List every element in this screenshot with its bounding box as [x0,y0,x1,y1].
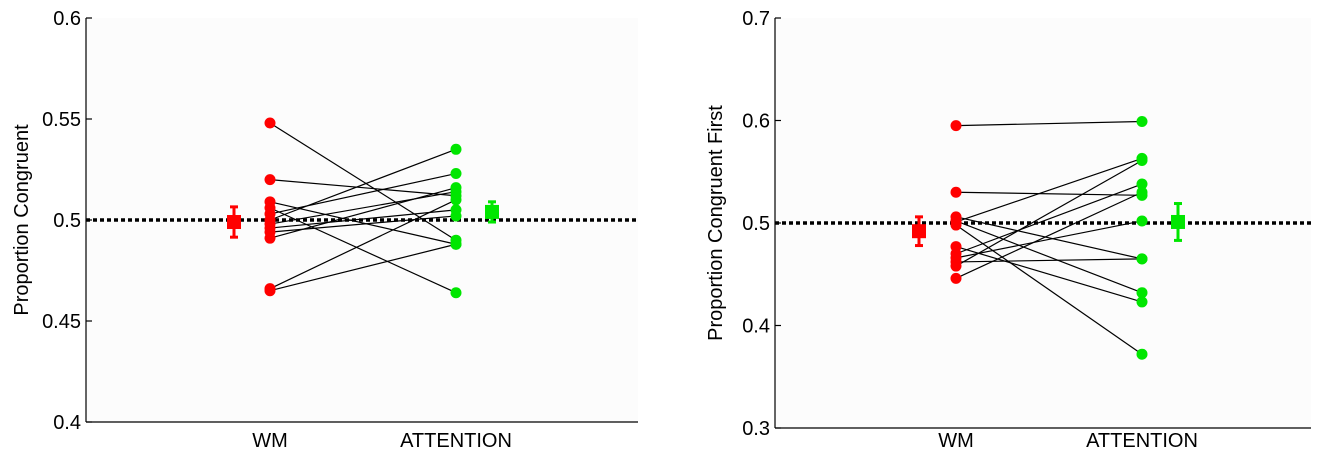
right-attention-mean-marker [1171,214,1185,229]
right-y-tick-label: 0.3 [742,418,770,440]
left-attention-point [450,238,462,250]
right-pair-line [955,191,1143,279]
left-y-tick-label: 0.4 [53,412,81,434]
left-y-tick-label: 0.55 [42,109,81,131]
right-attention-point [1136,296,1148,308]
right-pair-line [955,157,1143,223]
left-pair-line [269,191,457,225]
right-attention-point [1136,287,1148,299]
right-pair-line [955,159,1143,267]
right-attention-point [1136,215,1148,227]
left-y-tick-label: 0.6 [53,8,81,30]
right-wm-point [950,186,962,198]
left-y-ticks: 0.4 0.45 0.5 0.55 0.6 [42,8,92,434]
right-attention-point [1136,186,1148,198]
left-attention-mean-marker [485,204,499,219]
left-wm-point [264,174,276,186]
left-y-axis-title: Proportion Congruent [11,124,33,316]
right-pair-line [955,220,1143,259]
left-chart-panel: Proportion Congruent WM ATTENTION 0.40.4… [11,8,638,452]
left-attention-point [450,287,462,299]
left-y-tick-label: 0.5 [53,210,81,232]
left-pair-line [269,172,457,215]
left-pair-line [269,207,457,294]
left-pair-line [269,148,457,221]
left-pair-line [269,187,457,239]
right-attention-point [1136,253,1148,265]
left-attention-point [450,194,462,206]
right-y-ticks: 0.3 0.4 0.5 0.6 0.7 [742,8,781,440]
left-pair-line [269,201,457,245]
left-pair-line [269,209,457,229]
right-pair-line [955,258,1143,263]
right-attention-point [1136,348,1148,360]
right-pair-line [955,120,1143,127]
right-pair-line [955,191,1143,196]
left-pair-line [269,122,457,241]
right-wm-mean-marker [912,224,926,239]
left-wm-point [264,232,276,244]
right-pair-line [955,245,1143,303]
right-paired-lines [955,120,1143,355]
left-data-points [264,117,462,299]
right-y-tick-label: 0.7 [742,8,770,30]
right-wm-point [950,120,962,132]
right-chart-panel: Proportion Congruent First WM ATTENTION … [705,8,1311,452]
left-attention-point [450,143,462,155]
right-category-label-attention: ATTENTION [1086,430,1198,452]
right-y-tick-label: 0.4 [742,316,770,338]
right-pair-line [955,220,1143,294]
right-wm-point [950,219,962,231]
left-pair-line [269,179,457,197]
left-pair-line [269,199,457,290]
left-category-label-wm: WM [252,430,288,452]
right-pair-line [955,216,1143,260]
left-y-tick-label: 0.45 [42,311,81,333]
left-category-label-attention: ATTENTION [400,430,512,452]
right-pair-line [955,224,1143,355]
right-y-axis-title: Proportion Congruent First [705,105,727,341]
left-wm-point [264,117,276,129]
right-wm-point [950,260,962,272]
right-y-tick-label: 0.5 [742,213,770,235]
left-wm-point [264,285,276,297]
right-mean-markers [912,202,1185,248]
left-paired-lines [269,122,457,294]
left-attention-point [450,210,462,222]
right-pair-line [955,183,1143,255]
right-wm-point [950,272,962,284]
left-mean-markers [227,200,499,239]
left-pair-line [269,243,457,292]
right-attention-point [1136,154,1148,166]
left-attention-point [450,168,462,180]
right-category-label-wm: WM [938,430,974,452]
left-wm-mean-marker [227,215,241,230]
right-y-tick-label: 0.6 [742,111,770,133]
left-attention-point [450,182,462,194]
right-data-points [950,116,1148,360]
right-attention-point [1136,116,1148,128]
right-attention-point [1136,178,1148,190]
